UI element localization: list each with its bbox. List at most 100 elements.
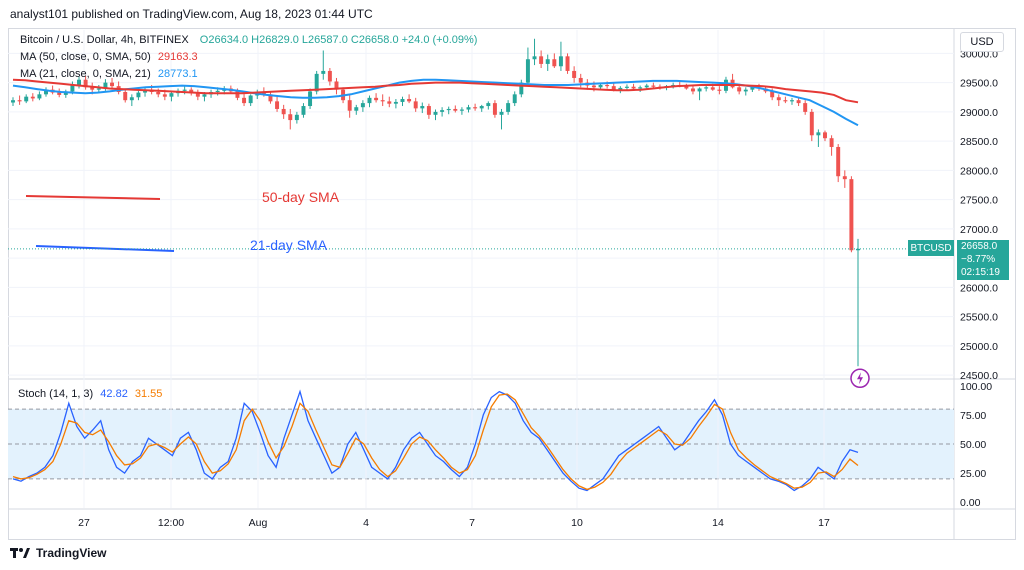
stoch-tick-label: 100.00: [960, 381, 992, 393]
time-tick-label: Aug: [249, 517, 268, 529]
legend-ma21-value: 28773.1: [157, 68, 198, 80]
candle-body: [565, 56, 570, 71]
candle-body: [823, 132, 827, 139]
candle-body: [598, 84, 603, 88]
candle-body: [499, 111, 504, 115]
annotation-sma50: 50-day SMA: [262, 189, 340, 205]
candle-body: [519, 82, 524, 95]
candle-body: [103, 82, 108, 89]
candle-body: [83, 79, 88, 88]
candle-body: [407, 99, 412, 102]
candle-body: [532, 56, 537, 60]
candle-body: [275, 101, 280, 109]
candle-body: [301, 106, 306, 115]
candle-body: [453, 108, 458, 111]
price-value: 26658.0: [961, 241, 998, 252]
candle-body: [446, 108, 451, 111]
candle-body: [261, 91, 266, 95]
candle-body: [572, 70, 577, 78]
time-tick-label: 7: [469, 517, 475, 529]
stoch-k-value: 42.82: [100, 388, 128, 400]
candle-body: [849, 179, 854, 251]
annotation-line-sma50: [25, 195, 161, 200]
candle-body: [37, 94, 42, 99]
candle-body: [697, 88, 702, 92]
ma50-line: [12, 78, 859, 104]
candle-body: [624, 86, 629, 88]
stoch-d-line: [12, 393, 859, 491]
candle-body: [77, 79, 81, 85]
time-tick-label: 10: [571, 517, 583, 529]
candle-body: [420, 106, 425, 109]
candle-body: [400, 99, 405, 102]
candle-body: [750, 87, 755, 90]
candle-body: [618, 87, 623, 90]
candle-body: [506, 103, 511, 112]
candle-body: [90, 87, 95, 90]
candle-body: [783, 100, 788, 102]
legend-ma50-row: MA (50, close, 0, SMA, 50) 29163.3: [20, 51, 198, 63]
candle-body: [539, 56, 544, 64]
candle-body: [486, 103, 491, 107]
price-tick-label: 25500.0: [960, 312, 998, 324]
candle-body: [202, 94, 207, 97]
chart-frame: [8, 28, 1016, 540]
candle-body: [281, 108, 286, 115]
candle-body: [644, 85, 649, 88]
stoch-tick-label: 0.00: [960, 497, 981, 509]
stoch-tick-label: 50.00: [960, 439, 986, 451]
candle-body: [294, 114, 299, 121]
stoch-tick-label: 25.00: [960, 468, 986, 480]
price-tick-label: 28500.0: [960, 136, 998, 148]
candle-body: [235, 91, 240, 98]
time-tick-label: 27: [78, 517, 90, 529]
candle-body: [459, 109, 464, 111]
legend-ma50-label[interactable]: MA (50, close, 0, SMA, 50): [20, 51, 151, 63]
candle-body: [393, 101, 398, 104]
candle-body: [321, 70, 326, 74]
candle-body: [790, 100, 794, 102]
candle-body: [552, 59, 557, 67]
candle-body: [96, 88, 101, 90]
stoch-legend: Stoch (14, 1, 3) 42.82 31.55: [18, 388, 162, 400]
legend-ma50-value: 29163.3: [157, 51, 198, 63]
candle-body: [248, 95, 253, 104]
bar-countdown: 02:15:19: [961, 267, 1000, 278]
candle-body: [473, 107, 478, 109]
candle-body: [288, 114, 293, 121]
candle-body: [242, 97, 247, 104]
price-change: −8.77%: [961, 254, 996, 265]
lightning-icon: [850, 368, 870, 389]
candle-body: [189, 89, 194, 94]
candle-body: [684, 86, 689, 89]
candle-body: [169, 93, 174, 97]
candle-body: [842, 176, 847, 180]
price-box: 26658.0 −8.77% 02:15:19: [957, 240, 1009, 280]
candle-body: [710, 87, 715, 90]
chart-svg[interactable]: 30000.029500.029000.028500.028000.027500…: [8, 28, 1016, 540]
candle-body: [770, 91, 775, 98]
legend-ma21-label[interactable]: MA (21, close, 0, SMA, 21): [20, 68, 151, 80]
legend-symbol[interactable]: Bitcoin / U.S. Dollar, 4h, BITFINEX: [20, 34, 189, 46]
candle-body: [545, 59, 550, 64]
candle-body: [215, 90, 220, 92]
candle-body: [704, 87, 709, 89]
candle-body: [354, 107, 359, 111]
candle-body: [803, 103, 808, 112]
stoch-k-line: [12, 389, 859, 492]
candle-body: [836, 146, 841, 177]
footer-brand[interactable]: TradingView: [10, 546, 106, 560]
currency-button[interactable]: USD: [960, 32, 1004, 52]
candle-body: [314, 73, 319, 92]
candle-body: [110, 82, 115, 87]
tradingview-logo-icon: [10, 548, 30, 558]
candle-body: [44, 89, 48, 95]
lightning-icon-bolt: [857, 372, 863, 385]
legend-ma21-row: MA (21, close, 0, SMA, 21) 28773.1: [20, 68, 198, 80]
stoch-label[interactable]: Stoch (14, 1, 3): [18, 388, 94, 400]
candle-body: [829, 138, 834, 147]
price-tick-label: 25000.0: [960, 341, 998, 353]
candle-body: [136, 92, 141, 98]
candle-body: [605, 84, 610, 87]
legend-ohlc: O26634.0 H26829.0 L26587.0 C26658.0 +24.…: [199, 34, 478, 46]
